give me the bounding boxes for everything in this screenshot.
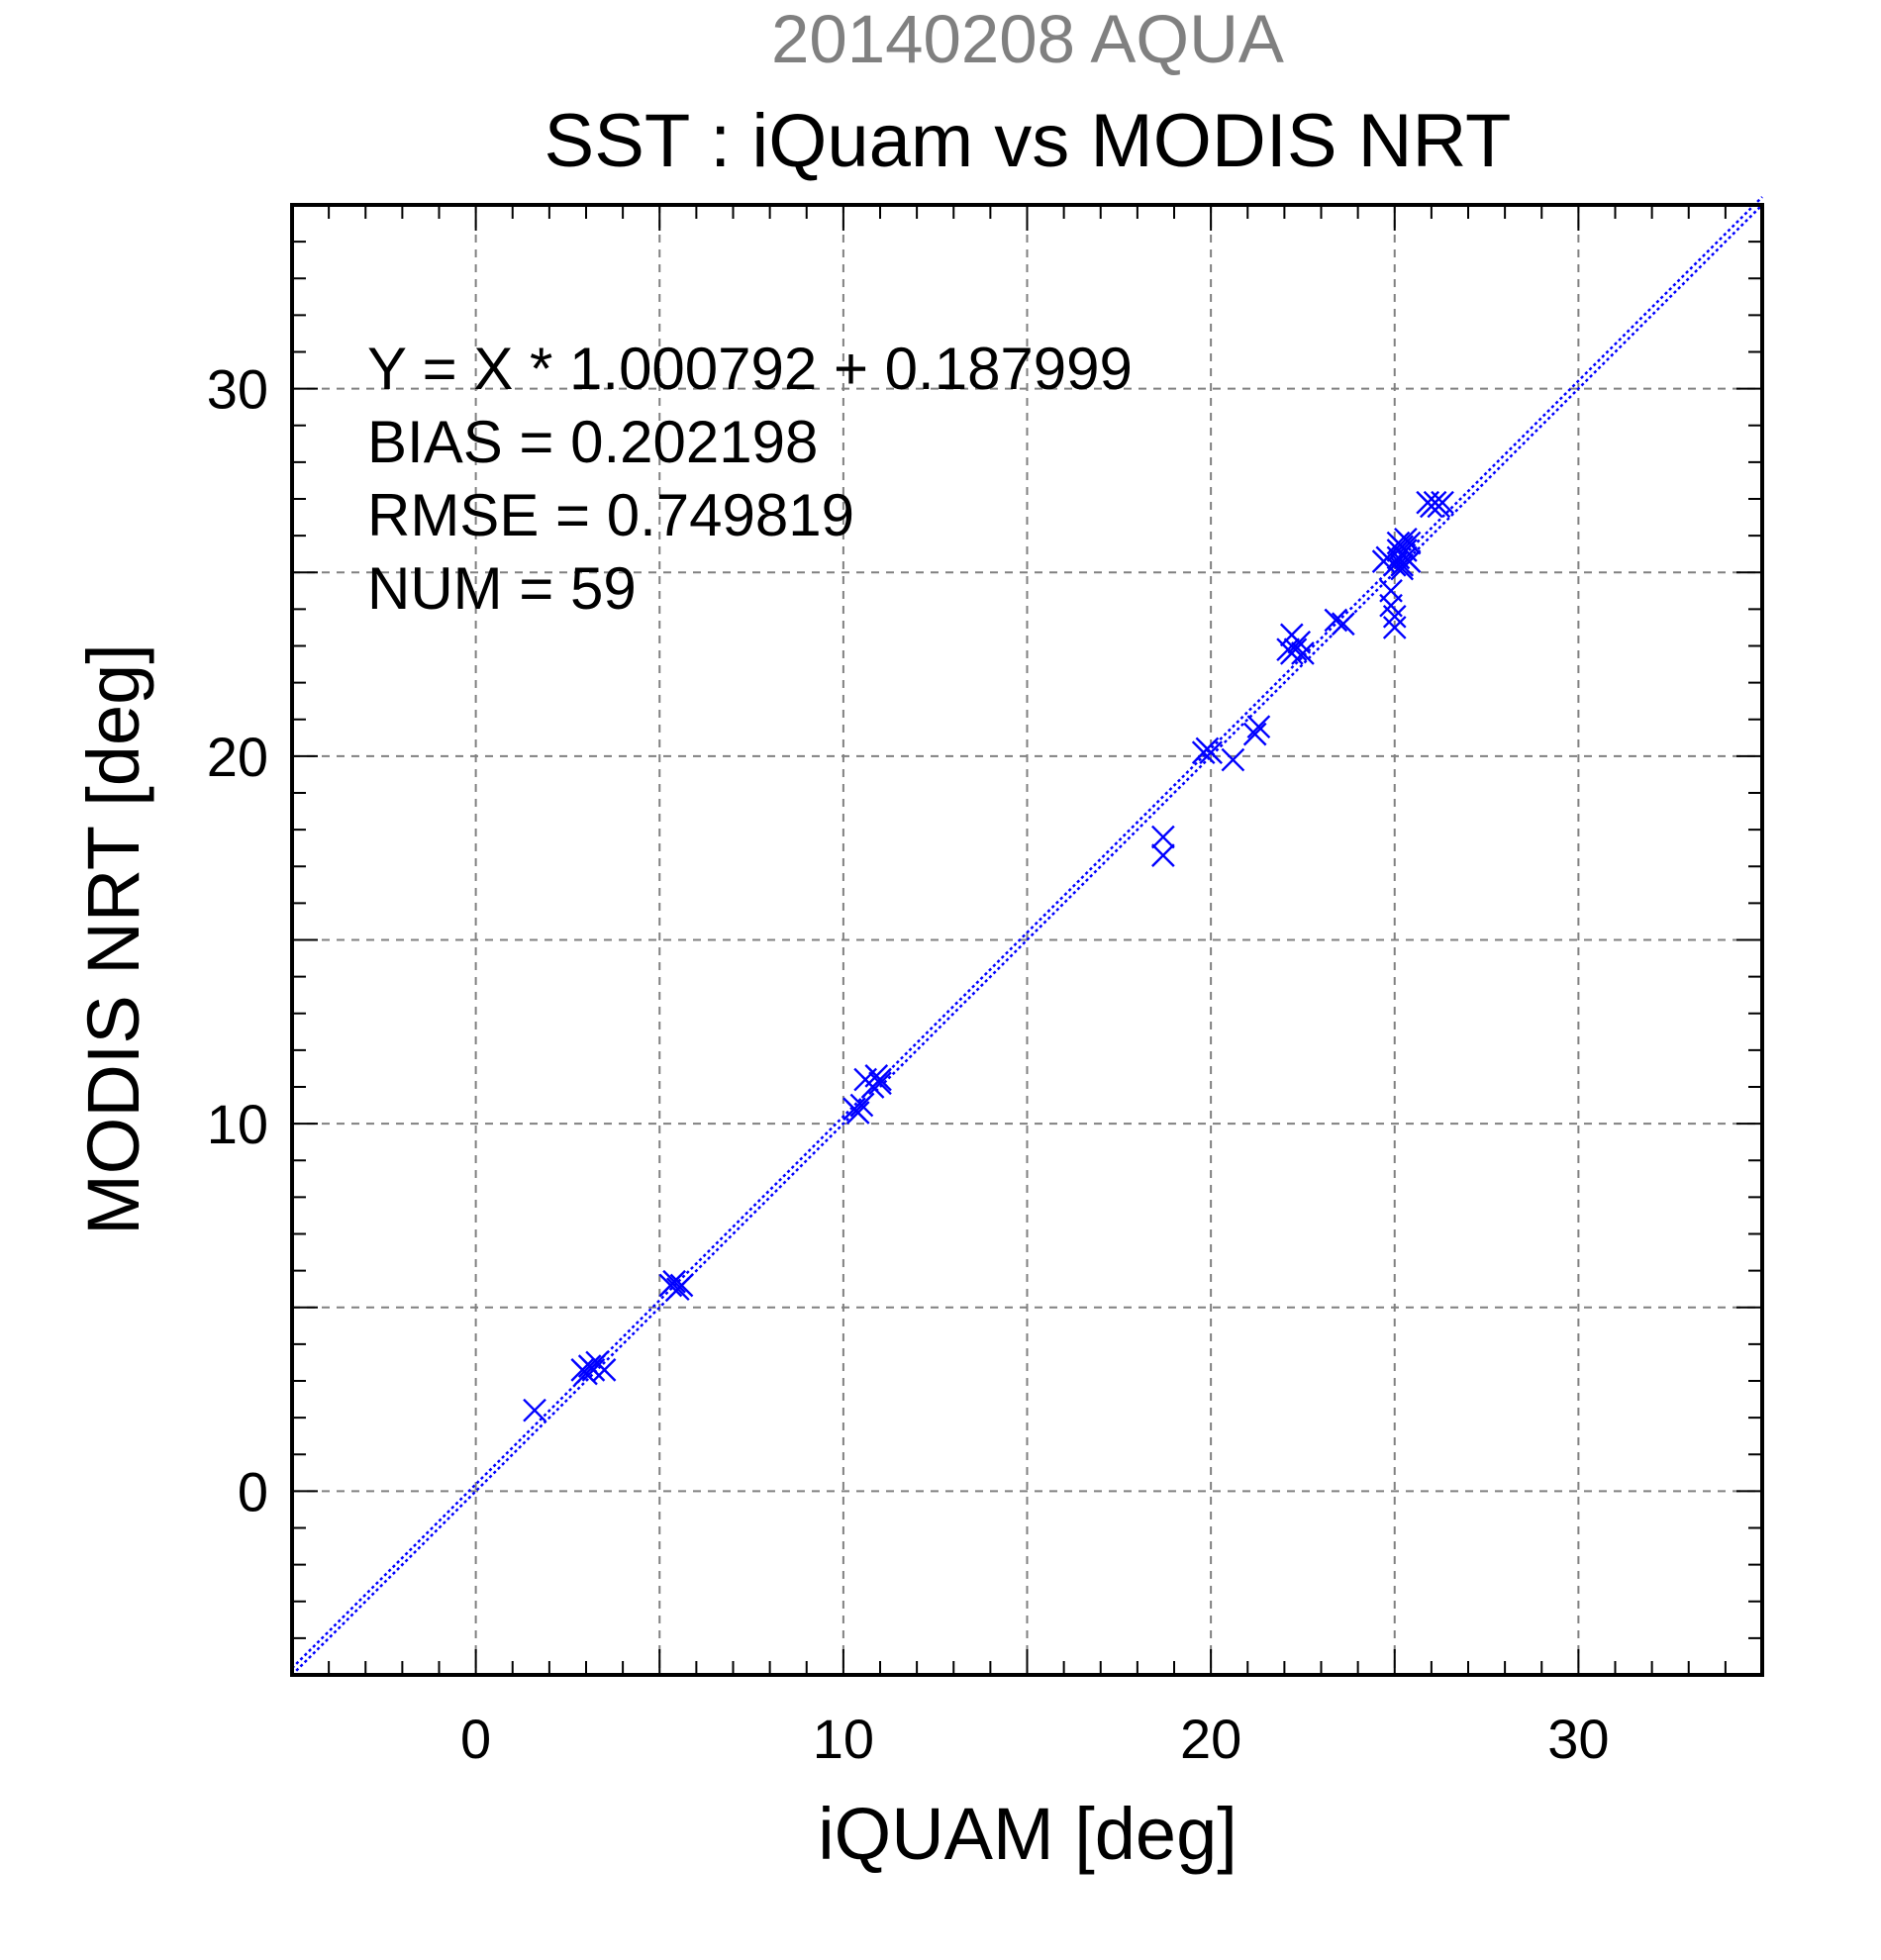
y-tick-label: 30 <box>207 358 268 421</box>
x-tick-label: 30 <box>1547 1708 1609 1770</box>
data-point <box>1279 641 1304 665</box>
data-point <box>1199 740 1223 765</box>
data-point <box>669 1273 694 1298</box>
reference-lines <box>291 196 1763 1676</box>
identity-line <box>291 204 1763 1676</box>
data-point <box>1151 843 1175 867</box>
regression-equation: Y = X * 1.000792 + 0.187999 <box>367 336 1133 402</box>
y-tick-labels: 0 10 20 30 <box>207 358 268 1523</box>
data-points <box>523 490 1454 1422</box>
y-axis-label: MODIS NRT [deg] <box>72 643 154 1235</box>
data-point <box>1324 608 1348 633</box>
x-tick-label: 0 <box>460 1708 491 1770</box>
y-tick-label: 0 <box>238 1460 268 1522</box>
data-point <box>1221 747 1245 772</box>
y-tick-label: 10 <box>207 1093 268 1155</box>
stats-annotation: Y = X * 1.000792 + 0.187999 BIAS = 0.202… <box>367 336 1133 622</box>
data-point <box>868 1071 892 1096</box>
regression-line <box>291 196 1763 1670</box>
data-point <box>1331 612 1355 637</box>
data-point <box>868 1067 892 1092</box>
data-point <box>1291 641 1315 665</box>
data-point <box>592 1358 617 1382</box>
plot-frame <box>290 203 1764 1677</box>
data-point <box>1382 552 1407 577</box>
x-tick-labels: 0 10 20 30 <box>460 1708 1609 1770</box>
data-point <box>1390 552 1415 577</box>
grid-lines <box>292 205 1762 1675</box>
data-point <box>849 1093 874 1118</box>
data-point <box>1382 604 1407 629</box>
x-tick-label: 20 <box>1180 1708 1241 1770</box>
data-point <box>1431 490 1454 515</box>
axis-ticks <box>291 204 1763 1676</box>
y-tick-label: 20 <box>207 726 268 788</box>
rmse-value: RMSE = 0.749819 <box>367 482 854 548</box>
data-point <box>1390 556 1415 581</box>
num-value: NUM = 59 <box>367 555 637 622</box>
data-point <box>1242 722 1267 746</box>
x-tick-label: 10 <box>813 1708 874 1770</box>
data-point <box>845 1101 870 1125</box>
data-point <box>1151 825 1175 849</box>
bias-value: BIAS = 0.202198 <box>367 409 818 475</box>
chart-subtitle: 20140208 AQUA <box>771 1 1284 77</box>
chart-title: SST : iQuam vs MODIS NRT <box>544 99 1512 183</box>
data-point <box>662 1269 686 1294</box>
data-point <box>1382 616 1407 639</box>
x-axis-label: iQUAM [deg] <box>818 1793 1238 1875</box>
data-point <box>523 1398 546 1422</box>
data-point <box>1397 531 1422 555</box>
data-point <box>1246 715 1271 739</box>
data-point <box>581 1358 606 1382</box>
